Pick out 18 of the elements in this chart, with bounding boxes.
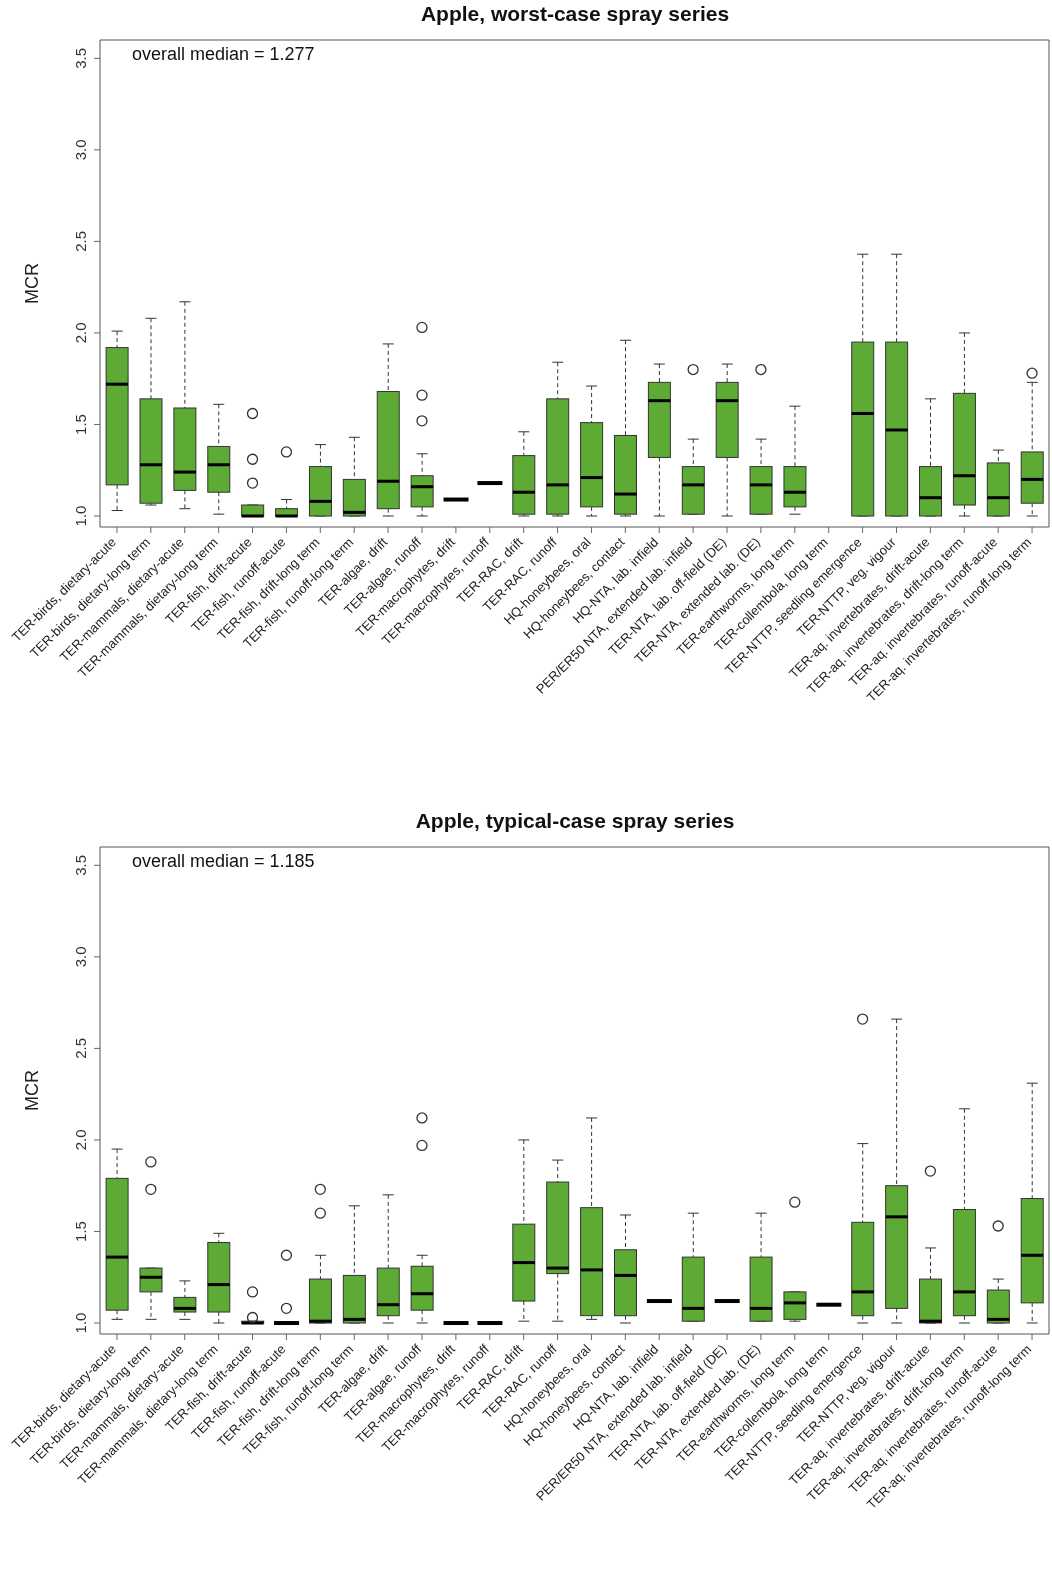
- y-tick-label: 2.5: [72, 1037, 89, 1059]
- y-tick-label: 3.5: [72, 47, 89, 69]
- y-tick-label: 1.0: [72, 1312, 89, 1334]
- annotation: overall median = 1.185: [132, 851, 315, 872]
- y-tick-label: 2.0: [72, 322, 89, 344]
- y-tick-label: 2.5: [72, 230, 89, 252]
- chart-title: Apple, worst-case spray series: [419, 2, 731, 26]
- y-axis-title: MCR: [22, 1070, 43, 1111]
- y-tick-label: 3.0: [72, 946, 89, 968]
- y-tick-label: 1.0: [72, 505, 89, 527]
- y-tick-label: 3.0: [72, 139, 89, 161]
- y-axis-title: MCR: [22, 263, 43, 304]
- y-tick-label: 2.0: [72, 1129, 89, 1151]
- chart-title: Apple, typical-case spray series: [414, 809, 736, 833]
- y-tick-label: 1.5: [72, 414, 89, 435]
- annotation: overall median = 1.277: [132, 44, 315, 65]
- y-tick-label: 1.5: [72, 1221, 89, 1242]
- y-tick-label: 3.5: [72, 854, 89, 876]
